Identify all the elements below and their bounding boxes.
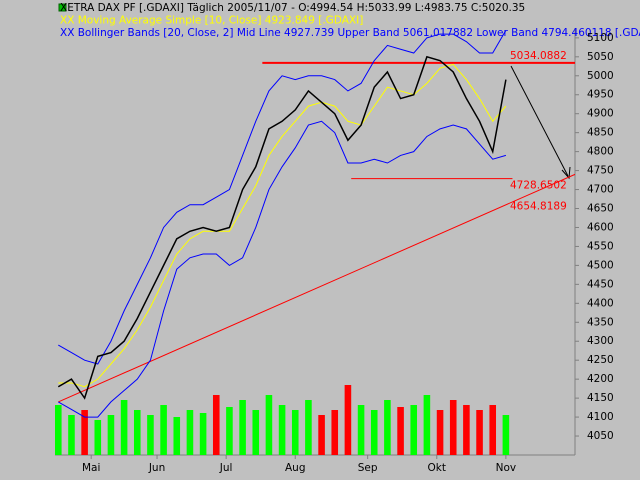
y-tick-label: 4700 <box>587 184 614 196</box>
volume-bar <box>370 410 378 455</box>
volume-bar <box>239 400 246 455</box>
volume-bar <box>107 415 115 455</box>
y-tick-label: 5000 <box>587 70 614 82</box>
volume-bar <box>186 410 194 455</box>
y-tick-label: 4450 <box>587 278 614 290</box>
trend-value-label: 4654.8189 <box>510 201 567 213</box>
volume-bar <box>397 407 404 455</box>
y-tick-label: 4200 <box>587 373 614 385</box>
y-tick-label: 4500 <box>587 259 614 271</box>
price-line-label: 4728.6502 <box>510 180 567 192</box>
y-tick-label: 4300 <box>587 335 614 347</box>
series-line <box>57 55 507 400</box>
y-tick-label: 4100 <box>587 411 614 423</box>
x-tick-label: Sep <box>358 462 378 474</box>
trend-line <box>58 173 576 403</box>
volume-bar <box>199 413 207 455</box>
volume-bar <box>436 410 444 455</box>
volume-bar <box>278 405 286 455</box>
x-tick-label: Aug <box>285 462 306 474</box>
volume-bar <box>384 400 391 455</box>
x-tick-label: Okt <box>428 462 446 474</box>
y-tick-label: 4800 <box>587 146 614 158</box>
volume-bar <box>423 395 431 455</box>
volume-bar <box>226 407 233 455</box>
volume-bar <box>489 405 497 455</box>
header-line: XX Bollinger Bands [20, Close, 2] Mid Li… <box>60 27 640 39</box>
x-tick-label: Jul <box>219 462 233 474</box>
volume-bar <box>331 410 339 455</box>
volume-bar <box>147 415 154 455</box>
y-tick-label: 5100 <box>587 32 614 44</box>
header-line: XETRA DAX PF [.GDAXI] Täglich 2005/11/07… <box>60 2 525 14</box>
volume-bar <box>212 395 220 455</box>
x-tick-label: Nov <box>496 462 517 474</box>
volume-bar <box>68 415 75 455</box>
volume-bar <box>291 410 299 455</box>
volume-bar <box>160 405 167 455</box>
y-tick-label: 4850 <box>587 127 614 139</box>
y-tick-label: 5050 <box>587 51 614 63</box>
volume-bar <box>463 405 470 455</box>
series-line <box>58 30 507 365</box>
volume-bar <box>173 417 181 455</box>
y-tick-label: 4600 <box>587 221 614 233</box>
series-line <box>58 120 507 418</box>
series-icon <box>58 3 67 12</box>
volume-bar <box>318 415 325 455</box>
volume-bar <box>94 420 102 455</box>
volume-bar <box>344 385 352 455</box>
y-tick-label: 4400 <box>587 297 614 309</box>
volume-bar <box>410 405 418 455</box>
y-tick-label: 4650 <box>587 203 614 215</box>
y-tick-label: 4750 <box>587 165 614 177</box>
y-tick-label: 4250 <box>587 354 614 366</box>
volume-bar <box>55 405 62 455</box>
volume-bar <box>120 400 128 455</box>
volume-bar <box>265 395 273 455</box>
volume-bar <box>449 400 457 455</box>
y-tick-label: 4150 <box>587 392 614 404</box>
x-tick-label: Jun <box>148 462 165 474</box>
volume-bar <box>357 405 365 455</box>
y-tick-label: 4950 <box>587 89 614 101</box>
volume-bar <box>305 400 312 455</box>
x-tick-label: Mai <box>82 462 100 474</box>
y-tick-label: 4900 <box>587 108 614 120</box>
volume-bar <box>81 410 88 455</box>
header-line: XX Moving Average Simple [10, Close] 492… <box>60 15 363 27</box>
volume-bar <box>476 410 483 455</box>
volume-bar <box>133 410 141 455</box>
series-line <box>58 63 507 388</box>
y-tick-label: 4050 <box>587 430 614 442</box>
arrow <box>510 65 569 177</box>
price-line-label: 5034.0882 <box>510 50 567 62</box>
volume-bar <box>252 410 260 455</box>
arrow-head <box>561 166 571 180</box>
y-tick-label: 4550 <box>587 240 614 252</box>
volume-bar <box>502 415 510 455</box>
y-tick-label: 4350 <box>587 316 614 328</box>
